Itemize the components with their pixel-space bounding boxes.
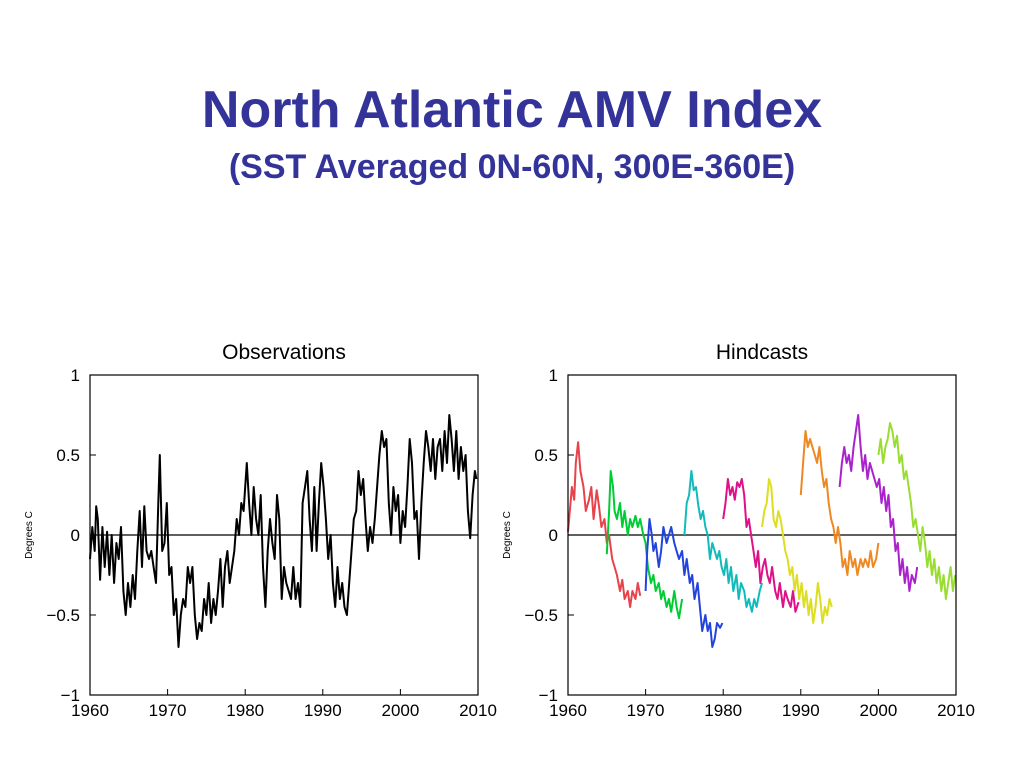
obs-xtick-label: 1970 — [149, 701, 187, 720]
obs-xtick-label: 1960 — [71, 701, 109, 720]
hind-xtick-label: 1960 — [549, 701, 587, 720]
hind-series-8 — [838, 414, 919, 592]
hind-series-4 — [683, 470, 763, 613]
hind-series-5 — [722, 478, 800, 613]
hind-series-3 — [644, 518, 724, 648]
hind-title: Hindcasts — [716, 341, 808, 364]
obs-ytick-label: 1 — [71, 366, 80, 385]
obs-ytick-label: −1 — [61, 686, 80, 705]
obs-ytick-label: −0.5 — [46, 606, 80, 625]
observations-chart-svg: Observations Degrees C 1960 1970 1980 1990 200… — [24, 341, 497, 720]
obs-xtick-label: 1990 — [304, 701, 342, 720]
hind-series-9 — [877, 422, 957, 600]
obs-ylabel: Degrees C — [24, 511, 35, 559]
obs-title: Observations — [222, 341, 346, 364]
hindcasts-chart-svg: Hindcasts Degrees C 1960 1970 1980 1990 2000 20… — [502, 341, 975, 720]
hind-xtick-label: 1990 — [782, 701, 820, 720]
hind-ytick-label: 1 — [549, 366, 558, 385]
obs-ytick-label: 0 — [71, 526, 80, 545]
hind-series-1 — [567, 441, 642, 608]
hindcasts-chart: Hindcasts Degrees C 1960 1970 1980 1990 2000 20… — [478, 330, 998, 735]
obs-series-1 — [89, 414, 478, 648]
hind-xtick-label: 2010 — [937, 701, 975, 720]
obs-xtick-label: 1980 — [226, 701, 264, 720]
obs-xtick-label: 2000 — [381, 701, 419, 720]
hind-xtick-label: 1970 — [627, 701, 665, 720]
hind-series-2 — [605, 470, 684, 620]
obs-xtick-label: 2010 — [459, 701, 497, 720]
slide-subtitle: (SST Averaged 0N-60N, 300E-360E) — [228, 148, 796, 186]
hind-ytick-label: 0.5 — [534, 446, 558, 465]
hind-xtick-label: 2000 — [859, 701, 897, 720]
hind-xtick-label: 1980 — [704, 701, 742, 720]
hind-ytick-label: −0.5 — [524, 606, 558, 625]
slide-title: North Atlantic AMV Index — [201, 81, 823, 139]
hind-ylabel: Degrees C — [502, 511, 513, 559]
observations-chart: Observations Degrees C 1960 1970 1980 1990 200… — [0, 330, 520, 735]
hind-ytick-label: −1 — [539, 686, 558, 705]
hind-series-7 — [799, 430, 880, 576]
hind-series-6 — [761, 478, 833, 624]
obs-ytick-label: 0.5 — [56, 446, 80, 465]
hind-ytick-label: 0 — [549, 526, 558, 545]
